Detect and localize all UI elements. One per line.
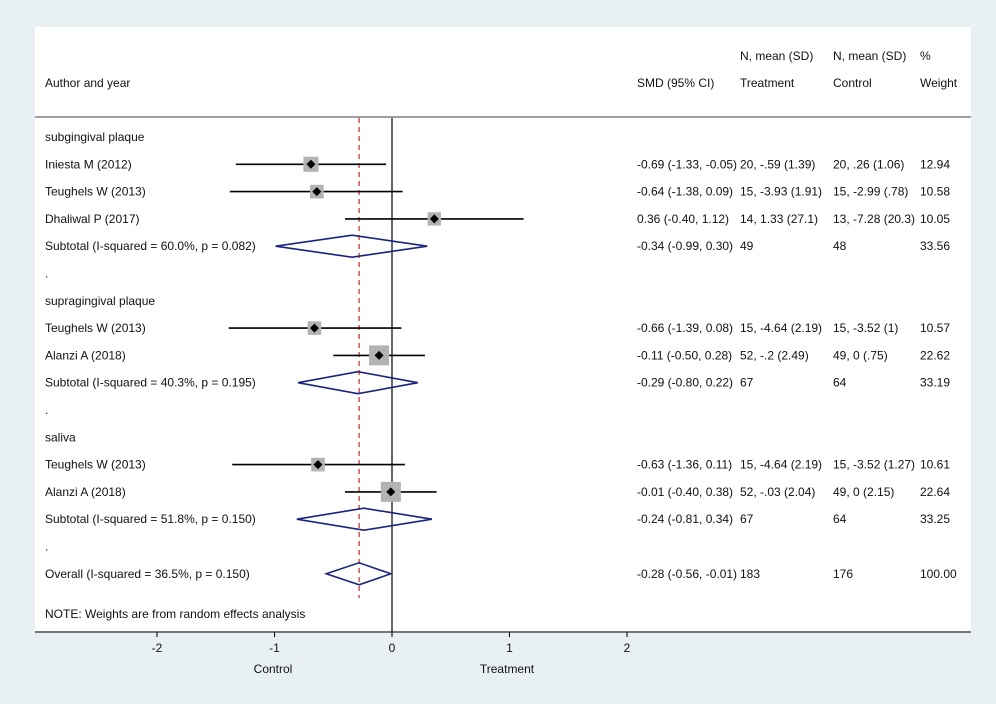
weight-text: 33.56: [920, 239, 950, 253]
x-tick-label: -1: [269, 641, 280, 655]
treatment-stat-text: 15, -4.64 (2.19): [740, 321, 822, 335]
study-ci-text: 0.36 (-0.40, 1.12): [637, 212, 729, 226]
study-label: Alanzi A (2018): [45, 485, 126, 499]
column-header-weight-bottom: Weight: [920, 76, 958, 90]
overall-label: Overall (I-squared = 36.5%, p = 0.150): [45, 567, 250, 581]
study-label: Alanzi A (2018): [45, 348, 126, 362]
study-point-estimate: [306, 159, 316, 169]
column-header-control-bottom: Control: [833, 76, 872, 90]
study-point-estimate: [429, 214, 439, 224]
weight-text: 33.19: [920, 376, 950, 390]
study-point-estimate: [312, 187, 322, 197]
pooled-ci-text: -0.24 (-0.81, 0.34): [637, 512, 733, 526]
study-label: Teughels W (2013): [45, 321, 146, 335]
study-point-estimate: [374, 350, 384, 360]
weight-text: 12.94: [920, 157, 950, 171]
treatment-stat-text: 52, -.03 (2.04): [740, 485, 815, 499]
spacer-dot: .: [45, 267, 48, 281]
subgroup-heading: saliva: [45, 430, 76, 444]
subtotal-diamond: [275, 234, 428, 259]
study-ci-text: -0.69 (-1.33, -0.05): [637, 157, 737, 171]
control-stat-text: 64: [833, 376, 847, 390]
x-tick-label: 0: [389, 641, 396, 655]
control-stat-text: 15, -3.52 (1.27): [833, 458, 915, 472]
study-ci-text: -0.63 (-1.36, 0.11): [637, 458, 732, 472]
subtotal-label: Subtotal (I-squared = 40.3%, p = 0.195): [45, 376, 256, 390]
treatment-stat-text: 20, -.59 (1.39): [740, 157, 815, 171]
weight-text: 10.58: [920, 185, 950, 199]
weight-text: 22.64: [920, 485, 950, 499]
overall-diamond: [323, 561, 394, 586]
study-label: Dhaliwal P (2017): [45, 212, 140, 226]
treatment-stat-text: 183: [740, 567, 760, 581]
study-point-estimate: [313, 460, 323, 470]
study-point-estimate: [386, 487, 396, 497]
control-stat-text: 49, 0 (.75): [833, 348, 888, 362]
marks-layer: [228, 156, 524, 586]
column-header-control-top: N, mean (SD): [833, 49, 906, 63]
spacer-dot: .: [45, 540, 48, 554]
study-point-estimate: [309, 323, 319, 333]
column-header-study: Author and year: [45, 76, 130, 90]
study-label: Teughels W (2013): [45, 458, 146, 472]
control-stat-text: 176: [833, 567, 853, 581]
pooled-ci-text: -0.28 (-0.56, -0.01): [637, 567, 737, 581]
pooled-ci-text: -0.34 (-0.99, 0.30): [637, 239, 733, 253]
column-header-treatment-top: N, mean (SD): [740, 49, 813, 63]
control-stat-text: 13, -7.28 (20.3): [833, 212, 915, 226]
study-label: Teughels W (2013): [45, 185, 146, 199]
treatment-stat-text: 14, 1.33 (27.1): [740, 212, 818, 226]
pooled-ci-text: -0.29 (-0.80, 0.22): [637, 376, 733, 390]
study-ci-text: -0.11 (-0.50, 0.28): [637, 348, 732, 362]
weight-text: 22.62: [920, 348, 950, 362]
study-ci-text: -0.66 (-1.39, 0.08): [637, 321, 733, 335]
control-stat-text: 15, -3.52 (1): [833, 321, 898, 335]
subgroup-heading: supragingival plaque: [45, 294, 155, 308]
control-stat-text: 49, 0 (2.15): [833, 485, 894, 499]
lines-layer: [35, 116, 971, 637]
control-stat-text: 48: [833, 239, 847, 253]
x-tick-label: 1: [506, 641, 513, 655]
treatment-stat-text: 67: [740, 376, 754, 390]
plot-panel: [35, 27, 971, 631]
column-header-effect: SMD (95% CI): [637, 76, 714, 90]
column-header-treatment-bottom: Treatment: [740, 76, 795, 90]
subtotal-diamond: [296, 507, 433, 532]
control-stat-text: 64: [833, 512, 847, 526]
x-tick-label: 2: [624, 641, 631, 655]
spacer-dot: .: [45, 403, 48, 417]
weight-text: 100.00: [920, 567, 957, 581]
subtotal-diamond: [297, 370, 418, 395]
weight-text: 10.05: [920, 212, 950, 226]
study-label: Iniesta M (2012): [45, 157, 132, 171]
weight-text: 10.57: [920, 321, 950, 335]
control-stat-text: 15, -2.99 (.78): [833, 185, 908, 199]
subgroup-heading: subgingival plaque: [45, 130, 145, 144]
axis-label-left: Control: [254, 662, 293, 676]
weight-text: 33.25: [920, 512, 950, 526]
treatment-stat-text: 15, -4.64 (2.19): [740, 458, 822, 472]
weight-text: 10.61: [920, 458, 950, 472]
treatment-stat-text: 67: [740, 512, 754, 526]
treatment-stat-text: 15, -3.93 (1.91): [740, 185, 822, 199]
axis-label-right: Treatment: [480, 662, 535, 676]
treatment-stat-text: 52, -.2 (2.49): [740, 348, 809, 362]
study-ci-text: -0.01 (-0.40, 0.38): [637, 485, 733, 499]
footnote: NOTE: Weights are from random effects an…: [45, 607, 305, 621]
subtotal-label: Subtotal (I-squared = 51.8%, p = 0.150): [45, 512, 256, 526]
text-layer: Author and year SMD (95% CI) N, mean (SD…: [45, 49, 958, 676]
control-stat-text: 20, .26 (1.06): [833, 157, 904, 171]
treatment-stat-text: 49: [740, 239, 754, 253]
x-tick-label: -2: [152, 641, 163, 655]
subtotal-label: Subtotal (I-squared = 60.0%, p = 0.082): [45, 239, 256, 253]
column-header-weight-top: %: [920, 49, 931, 63]
study-ci-text: -0.64 (-1.38, 0.09): [637, 185, 733, 199]
